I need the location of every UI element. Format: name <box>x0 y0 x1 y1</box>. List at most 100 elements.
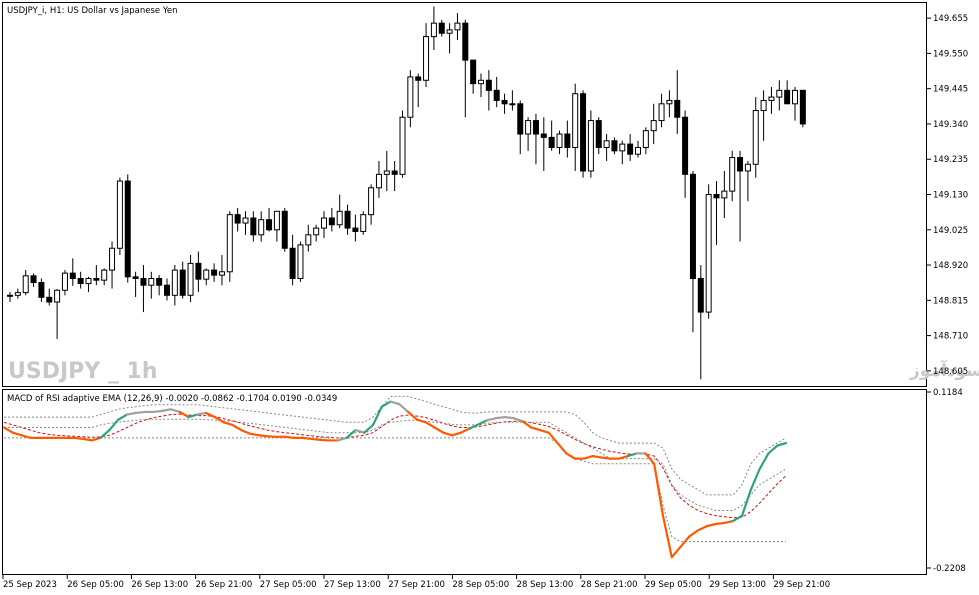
macd-segment <box>503 416 515 420</box>
price-tick-label: 149.655 <box>933 14 968 24</box>
candle-body <box>493 89 500 101</box>
macd-segment <box>345 428 357 439</box>
macd-segment <box>73 436 85 441</box>
macd-segment <box>231 423 243 432</box>
macd-segment <box>477 419 489 426</box>
candle-body <box>140 277 147 286</box>
price-panel[interactable] <box>2 2 927 387</box>
candle-body <box>85 277 92 285</box>
candle-body <box>46 296 53 303</box>
chart-title: USDJPY_i, H1: US Dollar vs Japanese Yen <box>7 6 178 16</box>
macd-segment <box>556 441 568 455</box>
macd-segment <box>222 421 234 426</box>
candle-body <box>595 120 602 148</box>
candle-body <box>383 170 390 175</box>
macd-segment <box>20 434 32 439</box>
macd-segment <box>714 521 726 526</box>
candle-body <box>784 89 791 105</box>
macd-segment <box>776 441 788 447</box>
macd-segment <box>240 428 252 435</box>
candle-body <box>242 217 249 224</box>
site-watermark: انتشار در سایت سودآموز <box>909 359 979 381</box>
indicator-panel[interactable] <box>2 389 927 575</box>
candle-body <box>156 277 163 286</box>
candle-body <box>705 194 712 313</box>
candle-body <box>297 244 304 279</box>
candle-body <box>509 103 516 106</box>
macd-segment <box>187 413 199 419</box>
macd-segment <box>371 405 383 426</box>
macd-segment <box>213 416 225 424</box>
macd-segment <box>644 452 656 465</box>
candle-body <box>116 180 123 249</box>
upper-band-line <box>4 395 787 496</box>
candle-body <box>7 294 13 297</box>
macd-segment <box>679 535 691 548</box>
macd-segment <box>161 408 173 412</box>
candle-body <box>336 210 343 226</box>
indicator-axis: 0.1184 -0.2208 <box>927 388 966 574</box>
macd-segment <box>661 514 673 559</box>
candles-layer <box>7 6 806 380</box>
candle-body <box>344 210 351 229</box>
candle-body <box>234 214 241 224</box>
candle-body <box>14 292 21 296</box>
candle-body <box>642 130 649 148</box>
candle-body <box>171 269 178 296</box>
candle-body <box>478 79 484 85</box>
macd-segment <box>90 436 102 442</box>
candle-body <box>69 272 76 279</box>
candle-body <box>532 120 539 135</box>
candle-body <box>580 93 587 172</box>
candle-body <box>650 120 657 132</box>
candle-body <box>470 59 477 85</box>
macd-segment <box>653 462 665 517</box>
macd-segment <box>108 418 120 432</box>
candle-body <box>203 269 210 280</box>
macd-segment <box>582 454 594 460</box>
macd-segment <box>407 410 419 421</box>
candle-body <box>289 247 296 279</box>
candle-body <box>697 277 704 313</box>
macd-segment <box>152 409 164 414</box>
candle-body <box>187 262 194 296</box>
macd-segment <box>565 452 577 460</box>
candle-body <box>375 173 382 189</box>
time-tick-label: 28 Sep 13:00 <box>517 580 574 590</box>
candle-body <box>305 234 312 246</box>
price-tick-label: 149.235 <box>933 155 968 165</box>
candle-body <box>132 276 139 279</box>
candle-body <box>101 269 108 281</box>
macd-segment <box>424 421 436 429</box>
candle-body <box>760 99 767 112</box>
candle-body <box>321 217 327 229</box>
macd-segment <box>617 454 629 460</box>
macd-segment <box>451 431 462 437</box>
indicator-tick-label: 0.1184 <box>933 388 963 398</box>
macd-segment <box>705 522 717 528</box>
macd-segment <box>178 410 190 419</box>
macd-segment <box>380 400 392 408</box>
macd-segment <box>697 524 709 532</box>
candle-body <box>368 187 375 216</box>
candle-body <box>148 277 155 286</box>
macd-segment <box>547 431 559 445</box>
macd-segment <box>319 438 331 442</box>
candle-body <box>328 217 335 226</box>
indicator-tick-label: -0.2208 <box>933 564 966 574</box>
time-tick-label: 29 Sep 21:00 <box>773 580 830 590</box>
macd-segment <box>723 519 735 525</box>
candle-body <box>768 96 775 101</box>
price-axis: 149.655 149.550 149.445 149.340 149.235 149.1… <box>927 14 968 377</box>
candle-body <box>446 29 453 34</box>
candle-body <box>540 133 547 138</box>
candle-body <box>737 157 744 172</box>
macd-segment <box>257 434 269 438</box>
candle-body <box>399 116 406 175</box>
macd-segment <box>442 431 454 437</box>
candle-body <box>627 143 634 155</box>
candle-body <box>438 22 445 34</box>
macd-segment <box>758 452 770 471</box>
time-tick-label: 29 Sep 05:00 <box>645 580 702 590</box>
